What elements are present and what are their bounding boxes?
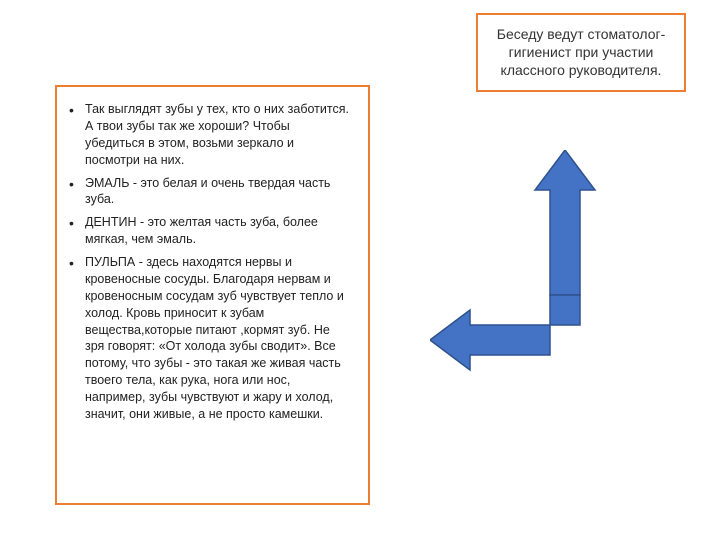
list-item: ЭМАЛЬ - это белая и очень твердая часть … xyxy=(67,175,352,209)
bullet-text: ЭМАЛЬ - это белая и очень твердая часть … xyxy=(85,176,330,207)
list-item: ПУЛЬПА - здесь находятся нервы и кровено… xyxy=(67,254,352,423)
bullet-text: ПУЛЬПА - здесь находятся нервы и кровено… xyxy=(85,255,344,421)
list-item: ДЕНТИН - это желтая часть зуба, более мя… xyxy=(67,214,352,248)
presenter-note-text: Беседу ведут стоматолог-гигиенист при уч… xyxy=(497,26,666,78)
main-content-box: Так выглядят зубы у тех, кто о них забот… xyxy=(55,85,370,505)
bullet-text: ДЕНТИН - это желтая часть зуба, более мя… xyxy=(85,215,318,246)
list-item: Так выглядят зубы у тех, кто о них забот… xyxy=(67,101,352,169)
arrows-svg xyxy=(430,150,640,410)
presenter-note-box: Беседу ведут стоматолог-гигиенист при уч… xyxy=(476,13,686,92)
bullet-text: Так выглядят зубы у тех, кто о них забот… xyxy=(85,102,349,167)
left-arrow-icon xyxy=(430,295,580,370)
arrow-diagram xyxy=(430,150,640,410)
bullet-list: Так выглядят зубы у тех, кто о них забот… xyxy=(67,101,352,423)
up-arrow-icon xyxy=(535,150,595,295)
